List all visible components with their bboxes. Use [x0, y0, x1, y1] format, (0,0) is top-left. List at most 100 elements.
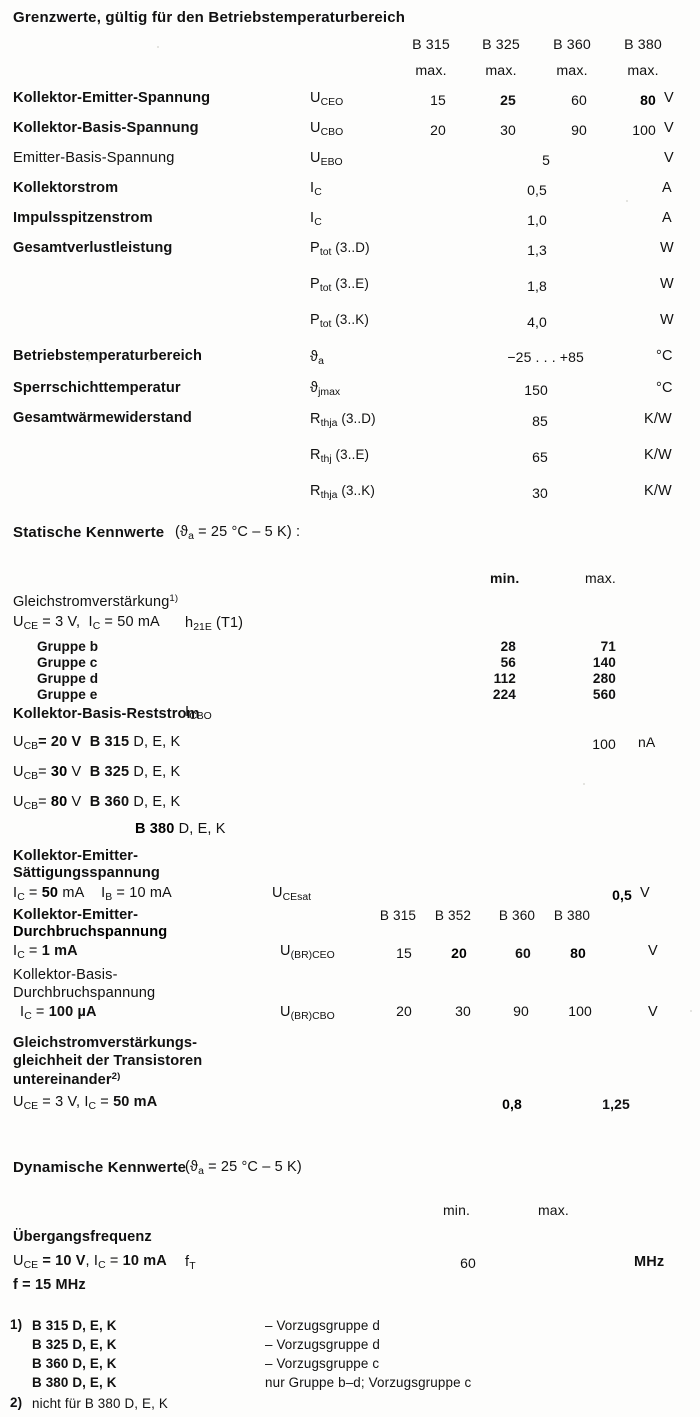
- sub-21e: 21E: [193, 621, 212, 633]
- limits-unit: A: [662, 180, 672, 196]
- static-heading: Statische Kennwerte: [13, 524, 165, 541]
- brcbo-value: 100: [568, 1003, 592, 1019]
- theta-symbol: ϑ: [179, 524, 189, 540]
- limits-unit: K/W: [644, 483, 672, 499]
- symbol-sub: C: [314, 216, 322, 228]
- sub-brcbo: (BR)CBO: [290, 1010, 335, 1022]
- sub-ce: CE: [23, 620, 39, 632]
- scan-speckle: [88, 360, 90, 362]
- symbol-base: P: [310, 312, 320, 328]
- limits-col-header-2: B 360: [553, 37, 591, 53]
- matching-label-line1: Gleichstromverstärkungs-: [13, 1035, 198, 1051]
- sub-c: C: [88, 1100, 97, 1112]
- limits-value: 15: [430, 92, 446, 108]
- brcbo-unit: V: [648, 1004, 658, 1020]
- footnote-type: B 360 D, E, K: [32, 1356, 117, 1371]
- limits-row-symbol: UCEO: [310, 91, 343, 108]
- sub-brceo: (BR)CEO: [290, 949, 335, 961]
- icbo-condition: B 380 D, E, K: [135, 821, 226, 837]
- symbol-sub: T: [189, 1260, 196, 1272]
- ucesat-condition: IC = 50 mA IB = 10 mA: [13, 885, 172, 903]
- symbol-base: I: [310, 180, 315, 196]
- ucesat-label-line1: Kollektor-Emitter-: [13, 848, 139, 864]
- limits-unit: V: [664, 120, 674, 136]
- brceo-col-header: B 360: [498, 908, 536, 923]
- limits-row-label: Sperrschichttemperatur: [13, 380, 181, 396]
- limits-span-value: 1,0: [527, 212, 547, 228]
- gain-group-max: 140: [592, 655, 616, 670]
- matching-max: 1,25: [602, 1096, 630, 1112]
- brcbo-label-line1: Kollektor-Basis-: [13, 967, 118, 983]
- static-condition: (ϑa = 25 °C – 5 K) :: [175, 524, 301, 542]
- limits-unit: V: [664, 90, 674, 106]
- symbol-base: U: [310, 150, 321, 166]
- limits-unit: K/W: [644, 411, 672, 427]
- symbol-suffix: (3..E): [331, 276, 369, 291]
- symbol-base: I: [310, 210, 315, 226]
- limits-span-value: 150: [524, 382, 548, 398]
- sub-cbo: CBO: [189, 710, 212, 722]
- sub-cb: CB: [23, 800, 39, 812]
- limits-unit: V: [664, 150, 674, 166]
- limits-span-value: 65: [532, 449, 548, 465]
- icbo-unit: nA: [638, 734, 656, 750]
- symbol-base: P: [310, 240, 320, 256]
- gain-group-min: 112: [493, 671, 516, 686]
- footnote-note: – Vorzugsgruppe c: [265, 1356, 380, 1371]
- gain-group-name: Gruppe d: [37, 671, 99, 686]
- symbol-base: ϑ: [310, 349, 319, 365]
- icbo-condition: UCB= 80 V B 360 D, E, K: [13, 794, 181, 812]
- limits-value: 25: [500, 92, 516, 108]
- brceo-value: 20: [451, 945, 467, 961]
- gain-group-name: Gruppe b: [37, 639, 99, 654]
- scan-speckle: [540, 492, 542, 494]
- brcbo-value: 20: [396, 1003, 412, 1019]
- static-col-min: min.: [490, 570, 520, 586]
- static-col-max: max.: [585, 570, 616, 586]
- limits-row-symbol: UCBO: [310, 121, 343, 138]
- brceo-col-header: B 352: [434, 908, 472, 923]
- symbol-sub: C: [314, 186, 322, 198]
- footnote-marker-2: 2): [10, 1395, 23, 1410]
- limits-row-symbol: IC: [310, 211, 322, 228]
- limits-span-value: 4,0: [527, 314, 547, 330]
- footnote-note: – Vorzugsgruppe d: [265, 1318, 380, 1333]
- brceo-symbol: U(BR)CEO: [280, 943, 335, 961]
- sub-ce: CE: [23, 1259, 39, 1271]
- limits-row-label: Kollektor-Basis-Spannung: [13, 120, 199, 136]
- brceo-label-line2: Durchbruchspannung: [13, 924, 168, 940]
- icbo-label: Kollektor-Basis-Reststrom: [13, 706, 200, 722]
- limits-value: 30: [500, 122, 516, 138]
- matching-label-text: untereinander: [13, 1071, 112, 1088]
- limits-row-symbol: Ptot (3..D): [310, 241, 370, 258]
- limits-span-value: 5: [542, 152, 550, 168]
- footnote-type: B 380 D, E, K: [32, 1375, 117, 1390]
- footnote-type: B 325 D, E, K: [32, 1337, 117, 1352]
- symbol-suffix: (3..D): [337, 411, 376, 426]
- symbol-base: U: [310, 90, 321, 106]
- limits-row-symbol: Rthja (3..D): [310, 412, 376, 429]
- ft-min: 60: [460, 1255, 476, 1271]
- limits-span-value: −25 . . . +85: [507, 349, 584, 365]
- limits-unit: W: [660, 276, 674, 292]
- sub-c: C: [17, 949, 25, 961]
- gain-group-max: 71: [600, 639, 616, 654]
- limits-unit: °C: [656, 380, 673, 396]
- sub-c: C: [98, 1259, 106, 1271]
- limits-unit: W: [660, 312, 674, 328]
- symbol-suffix: (3..K): [331, 312, 369, 327]
- ft-label: Übergangsfrequenz: [13, 1229, 152, 1245]
- limits-span-value: 0,5: [527, 182, 547, 198]
- dynamic-col-min: min.: [443, 1202, 471, 1218]
- scan-speckle: [157, 46, 159, 48]
- gain-group-min: 28: [500, 639, 516, 654]
- limits-unit: W: [660, 240, 674, 256]
- matching-footnote: 2): [111, 1071, 121, 1082]
- brcbo-symbol: U(BR)CBO: [280, 1004, 335, 1022]
- symbol-sub: CEO: [320, 96, 344, 108]
- icbo-max: 100: [592, 736, 616, 752]
- sub-c: C: [92, 620, 101, 632]
- limits-value: 80: [640, 92, 656, 108]
- symbol-base: ϑ: [310, 380, 319, 396]
